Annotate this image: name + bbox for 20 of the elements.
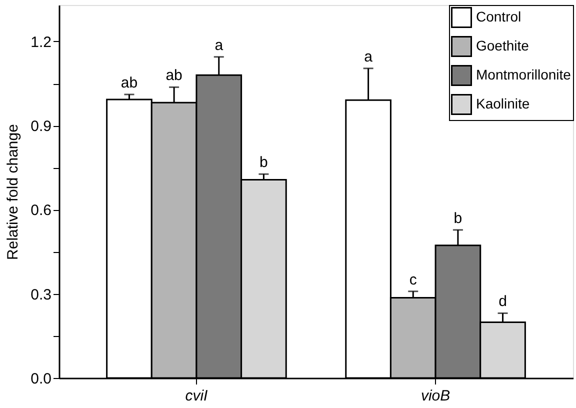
legend-label: Montmorillonite [476, 66, 572, 82]
data-label: c [409, 271, 418, 288]
x-tick-label: vioB [420, 388, 450, 404]
y-tick-label: 0.0 [30, 370, 52, 388]
y-tick-label: 0.9 [30, 118, 52, 136]
y-axis-title: Relative fold change [4, 124, 22, 260]
legend-label: Kaolinite [476, 96, 530, 112]
y-tick-label: 1.2 [30, 34, 52, 51]
x-tick-label: cviI [185, 388, 208, 404]
data-label: a [214, 36, 224, 54]
data-label: d [498, 293, 507, 310]
data-label: ab [120, 74, 138, 92]
legend-label: Goethite [476, 38, 530, 54]
y-tick-label: 0.6 [30, 202, 52, 220]
y-tick-label: 0.3 [30, 286, 52, 304]
legend-label: Control [476, 8, 522, 24]
data-label: b [454, 210, 462, 227]
data-label: a [364, 48, 374, 66]
data-label: ab [166, 67, 182, 84]
data-label: b [260, 154, 268, 172]
